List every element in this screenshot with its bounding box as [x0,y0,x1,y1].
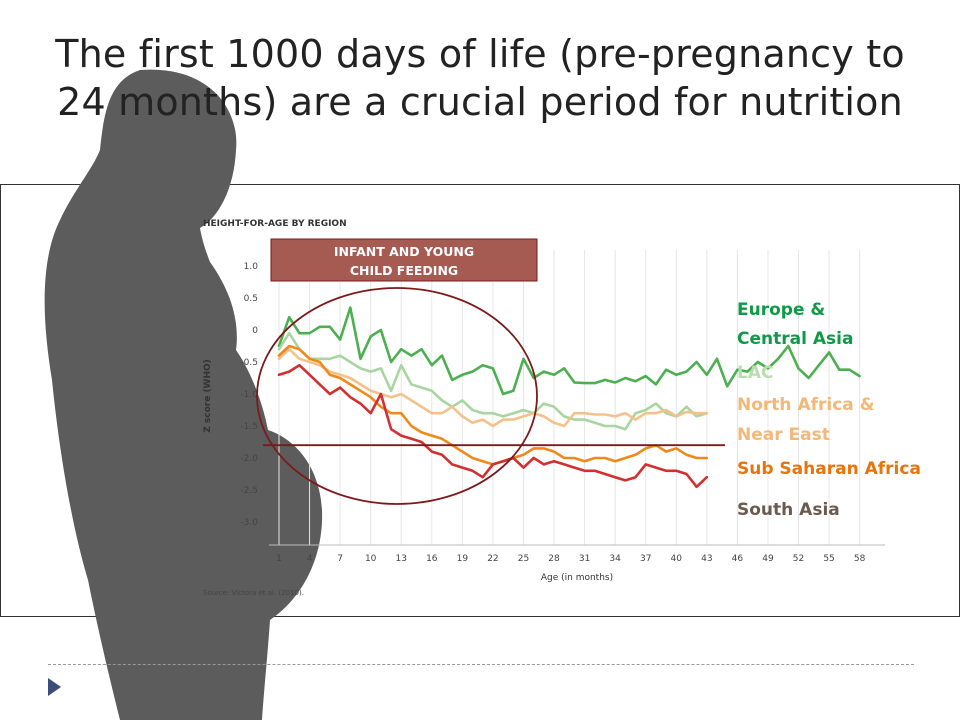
chart-grid [278,250,861,545]
x-tick-label: 13 [396,554,407,564]
chart-series [277,306,861,489]
callout-line-1: INFANT AND YOUNG [334,244,474,259]
legend-label: Central Asia [737,329,853,349]
x-tick-label: 25 [518,554,529,564]
x-tick-label: 31 [579,554,590,564]
x-tick-label: 49 [762,554,774,564]
x-tick-label: 28 [548,554,560,564]
callout-box [270,238,538,282]
x-tick-label: 22 [487,554,498,564]
x-tick-label: 4 [307,554,313,564]
legend-label: LAC [737,363,773,383]
x-tick-label: 16 [426,554,438,564]
y-tick-label: -3.0 [240,518,258,528]
callout-line-2: CHILD FEEDING [350,263,458,278]
y-tick-label: -2.5 [240,486,258,496]
x-tick-label: 34 [609,554,621,564]
chart-legend: Europe & Central Asia LAC North Africa & Nea… [737,300,921,520]
legend-label: South Asia [737,500,840,520]
x-tick-label: 52 [793,554,804,564]
x-tick-label: 10 [365,554,377,564]
footer-dotted-rule [48,664,914,665]
y-tick-label: 0.5 [244,294,258,304]
y-tick-label: 1.0 [244,262,259,272]
x-axis-label: Age (in months) [541,573,613,583]
y-tick-label: -2.0 [240,454,258,464]
y-tick-label: -1.5 [240,422,258,432]
series-line [277,347,709,428]
slide-title-line-1: The first 1000 days of life (pre-pregnan… [55,32,905,76]
series-line [277,363,709,489]
slide-title-line-2: 24 months) are a crucial period for nutr… [57,80,903,124]
x-tick-label: 46 [732,554,744,564]
series-line [277,306,861,396]
legend-label: Sub Saharan Africa [737,459,921,479]
x-tick-label: 19 [457,554,469,564]
x-tick-label: 7 [337,554,343,564]
x-tick-label: 1 [276,554,282,564]
legend-label: North Africa & [737,395,875,415]
y-tick-label: 0 [252,326,258,336]
x-tick-label: 40 [671,554,683,564]
x-tick-label: 43 [701,554,712,564]
source-note: Source: Victora et al. (2010). [203,589,304,597]
y-tick-label: -1.0 [240,390,258,400]
feeding-period-ellipse [256,287,538,505]
x-tick-label: 58 [854,554,866,564]
chart-axes: HEIGHT-FOR-AGE BY REGION 1.0 0.5 0 -0.5 -1.0 -… [203,219,885,597]
x-tick-label: 37 [640,554,651,564]
legend-label: Europe & [737,300,825,320]
x-tick-label: 55 [823,554,834,564]
series-line [277,331,709,431]
y-tick-label: -0.5 [240,358,258,368]
chart-overlay: INFANT AND YOUNG CHILD FEEDING [256,238,725,505]
legend-label: Near East [737,425,830,445]
y-axis-label: Z score (WHO) [203,359,213,433]
bullet-arrow-icon [48,678,61,696]
chart-title: HEIGHT-FOR-AGE BY REGION [203,219,347,229]
slide-title: The first 1000 days of life (pre-pregnan… [0,30,960,126]
